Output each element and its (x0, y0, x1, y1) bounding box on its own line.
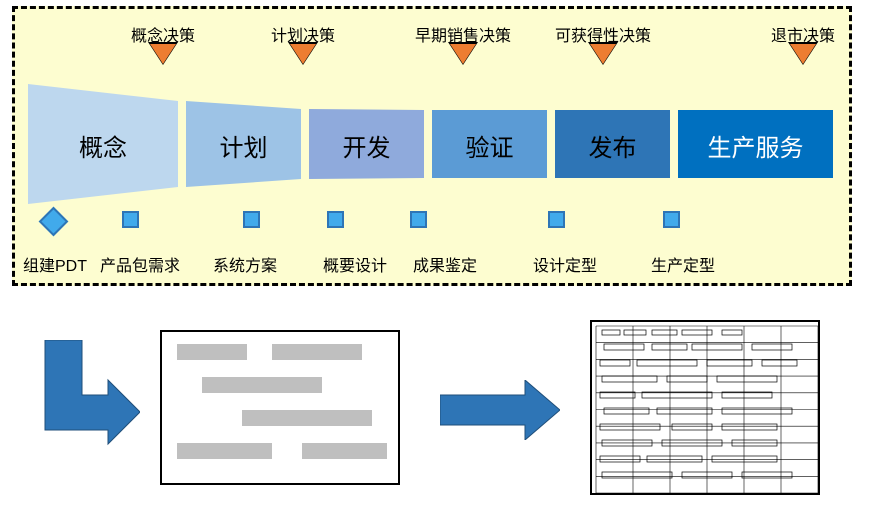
gantt-bar (302, 443, 387, 459)
detailed-plan-graphic (592, 322, 818, 493)
elbow-arrow (40, 340, 140, 450)
gantt-bar (242, 410, 372, 426)
stage-label: 生产服务 (678, 128, 833, 163)
stage-label: 概念 (28, 128, 178, 163)
gantt-bar (177, 443, 272, 459)
milestone-label: 系统方案 (195, 252, 295, 276)
decision-triangle-icon (150, 44, 176, 64)
decision-triangle-icon (590, 44, 616, 64)
milestone-label: 设计定型 (515, 252, 615, 276)
stage-label: 发布 (555, 128, 670, 163)
milestone-square-icon (243, 211, 260, 228)
right-arrow (440, 380, 560, 440)
decision-triangle-icon (450, 44, 476, 64)
detailed-plan-box (590, 320, 820, 495)
gantt-bar (272, 344, 362, 360)
milestone-label: 概要设计 (305, 252, 405, 276)
gantt-bar (202, 377, 322, 393)
decision-triangle-icon (290, 44, 316, 64)
milestone-label: 生产定型 (633, 252, 733, 276)
milestone-square-icon (410, 211, 427, 228)
milestone-label: 成果鉴定 (395, 252, 495, 276)
gantt-abstract-box (160, 330, 400, 485)
stage-label: 开发 (309, 128, 424, 163)
milestone-square-icon (663, 211, 680, 228)
milestone-square-icon (548, 211, 565, 228)
milestone-label: 产品包需求 (90, 252, 190, 276)
gantt-bar (177, 344, 247, 360)
stage-label: 验证 (432, 128, 547, 163)
stage-label: 计划 (186, 128, 301, 163)
milestone-square-icon (122, 211, 139, 228)
decision-triangle-icon (790, 44, 816, 64)
milestone-square-icon (327, 211, 344, 228)
